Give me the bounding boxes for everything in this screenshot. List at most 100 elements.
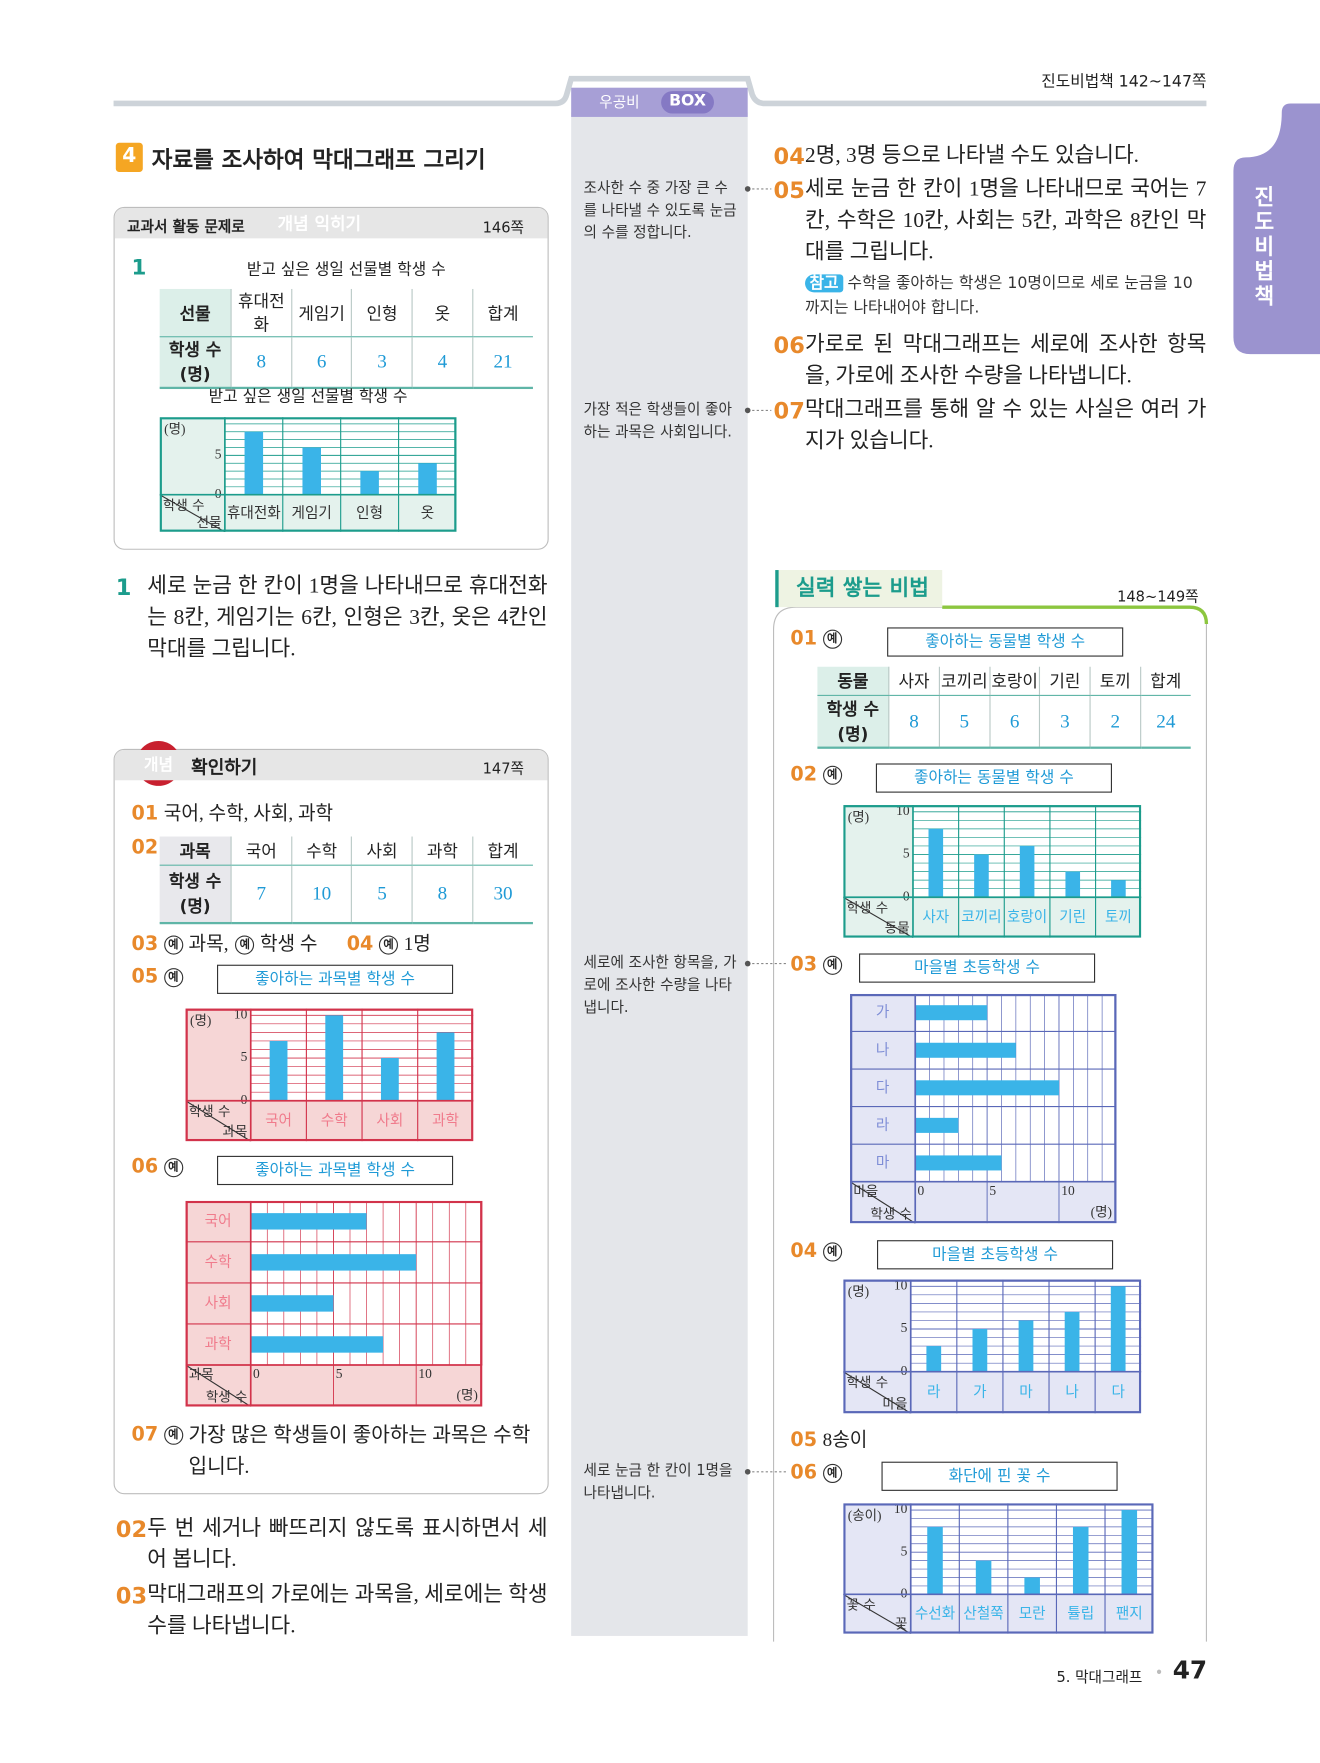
x-tick-label: 기린 (1059, 908, 1086, 925)
x-tick-label: 5 (989, 1183, 996, 1198)
box-tab-badge: BOX (669, 92, 707, 111)
example-mark: 예 (235, 934, 255, 955)
example-mark: 예 (163, 1157, 183, 1177)
table-value: 10 (290, 865, 352, 925)
y-tick-label: 과학 (205, 1335, 232, 1352)
unit-label: (명) (848, 1284, 869, 1299)
axis-panel (843, 1371, 1142, 1414)
note-dots (744, 186, 751, 1475)
skills-tab (775, 570, 943, 608)
x-tick-label: 튤립 (1067, 1605, 1094, 1622)
y-tick-label: 수학 (205, 1253, 232, 1270)
bar (1019, 845, 1035, 898)
explanation-number: 1 (115, 573, 132, 601)
bar (250, 1213, 367, 1230)
table-header: 사회 (351, 836, 413, 866)
y-tick-label: 5 (903, 846, 910, 861)
section-title: 자료를 조사하여 막대그래프 그리기 (151, 146, 486, 174)
answer-number: 01 (790, 627, 818, 650)
solution: 03 막대그래프의 가로에는 과목을, 세로에는 학생 수를 나타냅니다. (116, 1580, 548, 1643)
solution-text: 가로로 된 막대그래프는 세로에 조사한 항목을, 가로에 조사한 수량을 나타… (805, 332, 1207, 388)
y-tick-label: 나 (876, 1041, 889, 1058)
row-label-line: (명) (837, 723, 869, 744)
x-tick-label: 모란 (1019, 1605, 1046, 1622)
box-badge (661, 91, 714, 114)
x-tick-label: 수학 (321, 1112, 348, 1129)
example-mark: 예 (163, 934, 183, 955)
x-tick-label: 10 (418, 1366, 432, 1381)
chart-frame (850, 993, 1117, 1224)
solution-text: 세로 눈금 한 칸이 1명을 나타내므로 국어는 7칸, 수학은 10칸, 사회… (805, 177, 1207, 265)
answer-text: 8송이 (822, 1429, 868, 1451)
y-tick-label: 라 (876, 1116, 890, 1133)
data-table: 동물 사자 코끼리 호랑이 기린 토끼 합계 학생 수 (명) 8 5 6 3 2 24 (817, 666, 1191, 749)
axis-corner (843, 1371, 912, 1414)
example-mark: 예 (822, 765, 842, 785)
answer-number: 02 (131, 836, 159, 860)
axis-corner (185, 1100, 252, 1142)
x-tick-label: 옷 (421, 504, 434, 521)
row-label-line: (명) (179, 896, 211, 917)
example-mark: 예 (822, 955, 842, 975)
axis-corner (843, 1593, 912, 1634)
value-axis-label: 학생 수 (870, 1206, 912, 1222)
chart-title: 마을별 초등학생 수 (859, 953, 1096, 983)
x-tick-label: 나 (1065, 1384, 1078, 1401)
bar (436, 1032, 455, 1101)
axis-panel (159, 494, 457, 532)
bar (250, 1336, 384, 1353)
solution: 04 2명, 3명 등으로 나타낼 수도 있습니다. (774, 141, 1207, 172)
table-host: 과목 국어 수학 사회 과학 합계 학생 수 (명) 7 10 5 8 30 (159, 836, 533, 925)
axis-corner (159, 494, 226, 532)
bar (1111, 880, 1126, 898)
value-axis-label: 학생 수 (189, 1104, 231, 1120)
answer: 06 예 (132, 1152, 189, 1181)
x-tick-label: 0 (253, 1366, 260, 1381)
x-tick-label: 과학 (432, 1112, 459, 1129)
solution-note: 참고 수학을 좋아하는 학생은 10명이므로 세로 눈금을 10까지는 나타내어야… (805, 271, 1206, 320)
solution-number: 07 (773, 396, 805, 424)
example-mark: 예 (822, 1463, 842, 1483)
bar (927, 1526, 943, 1595)
practice-label: 교과서 활동 문제로 (127, 219, 245, 237)
note-connectors (747, 188, 788, 1473)
example-mark: 예 (163, 1425, 183, 1445)
solution: 05 세로 눈금 한 칸이 1명을 나타내므로 국어는 7칸, 수학은 10칸,… (774, 174, 1207, 268)
table-value: 5 (938, 695, 990, 749)
answer: 02 예 (790, 760, 847, 789)
note-text: 수학을 좋아하는 학생은 10명이므로 세로 눈금을 10까지는 나타내어야 합… (805, 274, 1193, 318)
check-badge-text: 개념 (144, 756, 174, 775)
box-tab (571, 87, 748, 117)
bar (915, 1080, 1059, 1096)
skills-title: 실력 쌓는 비법 (796, 575, 929, 601)
bar (302, 447, 321, 495)
header-rule (113, 75, 1207, 107)
table-value: 3 (351, 336, 413, 390)
x-tick-label: 0 (917, 1183, 924, 1198)
y-tick-label: 10 (894, 1503, 908, 1516)
chart-frame (185, 1200, 483, 1407)
axis-corner (185, 1364, 252, 1407)
x-tick-label: 10 (1061, 1183, 1075, 1198)
table-value: 6 (988, 695, 1040, 749)
bar (325, 1015, 344, 1101)
answer: 05 예 (132, 962, 189, 991)
bar (269, 1040, 288, 1101)
answer-number: 01 (131, 802, 159, 826)
bar (380, 1058, 399, 1101)
x-tick-label: 가 (973, 1384, 986, 1401)
practice-head (114, 208, 548, 239)
footer-dot: • (1154, 1665, 1164, 1683)
x-tick-label: 토끼 (1105, 908, 1132, 925)
bar (926, 1346, 942, 1372)
answer: 02 (132, 833, 164, 862)
answer-number: 07 (131, 1423, 159, 1446)
table-value: 30 (471, 865, 533, 925)
solution-number: 05 (773, 176, 805, 204)
table-row: 학생 수 (명) 8 5 6 3 2 24 (817, 695, 1191, 749)
solution: 06 가로로 된 막대그래프는 세로에 조사한 항목을, 가로에 조사한 수량을… (774, 329, 1207, 392)
axis-panel (185, 1100, 474, 1142)
table-value: 8 (230, 336, 292, 390)
solution: 07 막대그래프를 통해 알 수 있는 사실은 여러 가지가 있습니다. (774, 395, 1207, 458)
